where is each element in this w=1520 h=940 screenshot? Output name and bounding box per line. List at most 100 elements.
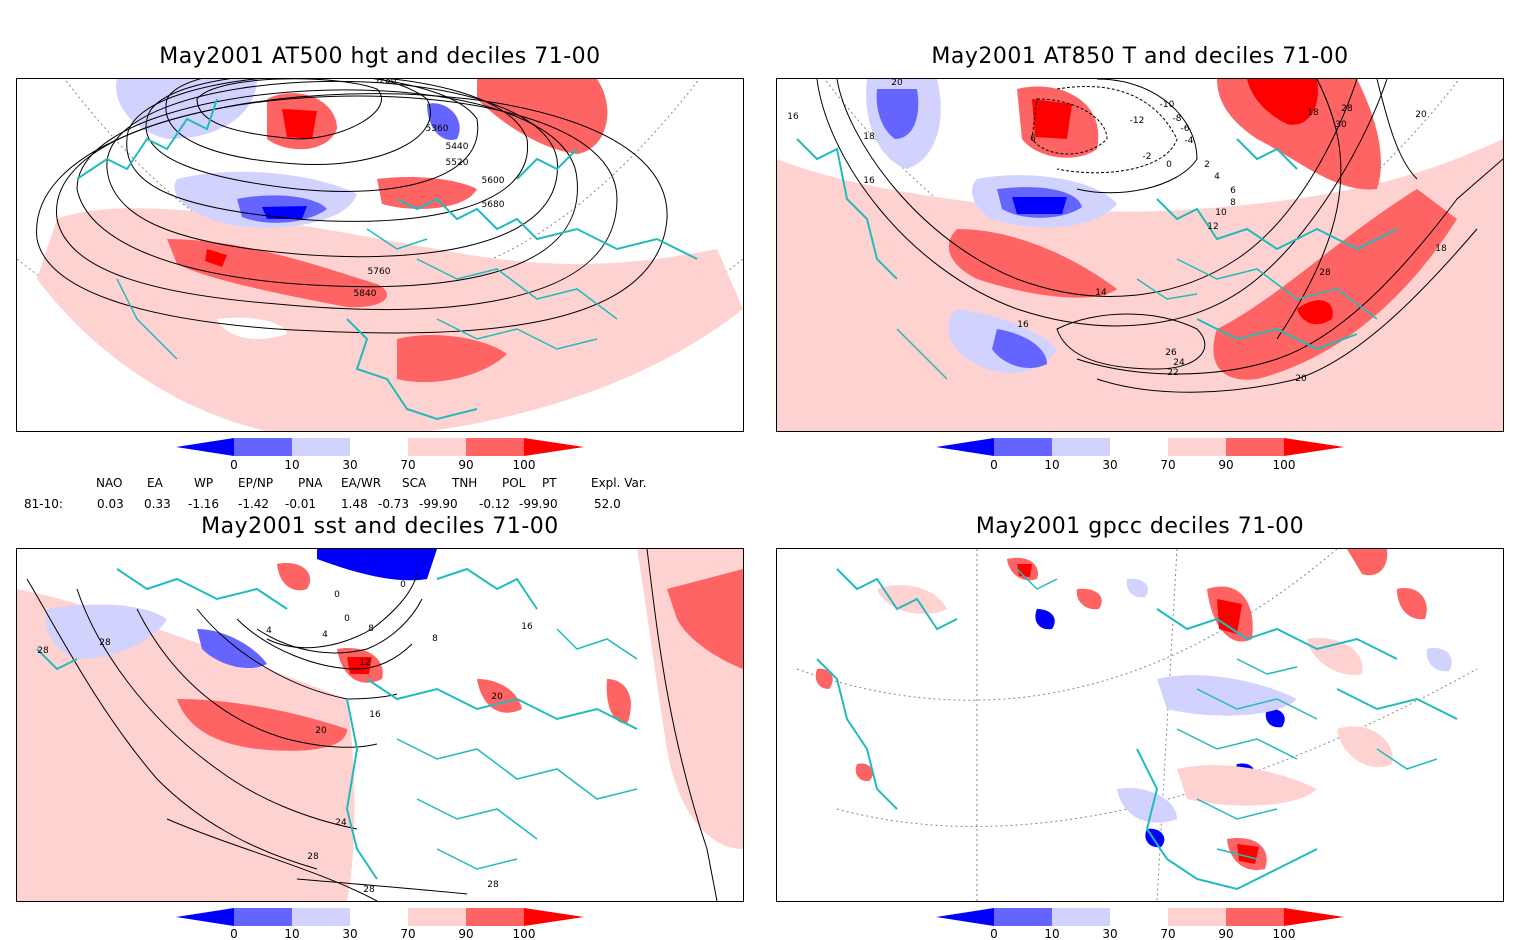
contour-label: -2 [1143,152,1152,162]
anomaly-red [477,679,522,713]
coastline [816,568,1458,891]
contour-label: 28 [37,646,49,656]
anomaly-light-red [777,139,1503,431]
contour-label: 5600 [482,176,505,186]
contour-label: 22 [1167,368,1178,378]
anomaly-light-blue [116,79,257,139]
height-contour [196,79,382,140]
anomaly-neutral [217,317,287,339]
contour-label: 4 [322,630,328,640]
contour-label: 28 [307,852,319,862]
map-panel-t850: 20 16 18 16 6 -12 -10 -8 -6 -4 -2 0 2 4 … [776,78,1504,432]
contour-label: 10 [1215,208,1227,218]
precip-anomalies [815,549,1452,871]
index-value: -0.73 [378,497,410,511]
contour-label: -10 [1160,100,1175,110]
index-value: 0.03 [97,497,124,511]
contour-label: 20 [1295,374,1307,384]
anomaly-dark-red [1032,99,1072,139]
colorbar-tick: 10 [1044,927,1059,940]
sst-contour [256,598,423,654]
colorbar-tick: 10 [284,458,299,472]
height-contour [126,79,528,222]
contour-label: 0 [400,580,406,590]
index-header: SCA [402,476,427,490]
height-contour [106,80,558,258]
contour-label: 8 [368,624,374,634]
contour-label: 20 [1415,110,1427,120]
anomaly-blue [427,103,460,140]
contour-label: 28 [1341,104,1353,114]
contour-label: 12 [359,658,370,668]
colorbar-tick: 30 [342,927,357,940]
index-values-row: 81-10: 0.03 0.33 -1.16 -1.42 -0.01 1.48 … [0,497,700,513]
index-value: 0.33 [144,497,171,511]
contour-label: 0 [344,614,350,624]
colorbar-tick: 90 [1218,458,1233,472]
height-contour [36,93,668,334]
coastline [76,98,698,421]
temperature-contour [1076,79,1198,194]
map-panel-hgt500: 5280 5360 5440 5520 5600 5680 5760 5840 [16,78,744,432]
colorbar-sst: 0 10 30 70 90 100 [176,908,586,940]
contour-label: 16 [787,112,799,122]
anomaly-light-blue [45,604,167,659]
colorbar-tick: 0 [990,458,998,472]
index-header: TNH [452,476,478,490]
index-header: EA [147,476,163,490]
index-header: NAO [96,476,123,490]
colorbar-tick: 0 [230,927,238,940]
anomaly-red [1213,189,1457,380]
index-value: -0.01 [285,497,317,511]
colorbar-tick: 30 [1102,458,1117,472]
anomaly-dark-red [1297,300,1333,325]
contour-label: 20 [315,726,327,736]
sst-contour [236,618,413,670]
contour-label: 16 [369,710,381,720]
contour-label: 2 [1204,160,1210,170]
index-header: EA/WR [341,476,382,490]
country-border [116,228,618,360]
map-panel-gpcc [776,548,1504,902]
index-header: PT [542,476,557,490]
height-contour [165,79,431,166]
colorbar-tick: 10 [284,927,299,940]
colorbar-tick: 0 [230,458,238,472]
index-value: -99.90 [519,497,558,511]
grid-line [796,549,1338,701]
index-header: WP [194,476,214,490]
index-header-row: NAO EA WP EP/NP PNA EA/WR SCA TNH POL PT… [0,476,700,492]
colorbar-tick: 70 [1160,458,1175,472]
colorbar-gpcc: 0 10 30 70 90 100 [936,908,1346,940]
map-panel-sst: 28 28 0 0 0 4 4 8 8 12 16 16 20 20 24 28… [16,548,744,902]
index-header: POL [502,476,526,490]
anomaly-red [667,569,743,669]
contour-label: -6 [1181,124,1190,134]
contour-label: 30 [1335,120,1347,130]
sst-contour [196,608,398,700]
contour-label: 5840 [354,289,377,299]
anomaly-blue [992,329,1047,369]
contour-label: 5520 [446,158,469,168]
contour-label: 28 [363,885,375,895]
contour-label: 14 [1095,288,1107,298]
height-contour [145,79,479,192]
index-value: -0.12 [479,497,511,511]
anomaly-dark-blue [1012,197,1067,214]
contour-label: -8 [1173,114,1182,124]
colorbar-tick: 70 [400,458,415,472]
sst-contour [266,573,418,649]
contour-label: 24 [1173,358,1185,368]
contour-label: 16 [1017,320,1029,330]
grid-line [976,549,1178,901]
country-border [396,628,638,870]
contour-label: 0 [334,590,340,600]
colorbar-tick: 90 [1218,927,1233,940]
contour-label: 18 [1435,244,1447,254]
contour-label: 5440 [446,142,469,152]
colorbar-tick: 30 [1102,927,1117,940]
colorbar-tick: 10 [1044,458,1059,472]
colorbar-tick: 100 [1273,927,1296,940]
temperature-contour [1076,158,1503,375]
coastline [796,138,1398,351]
